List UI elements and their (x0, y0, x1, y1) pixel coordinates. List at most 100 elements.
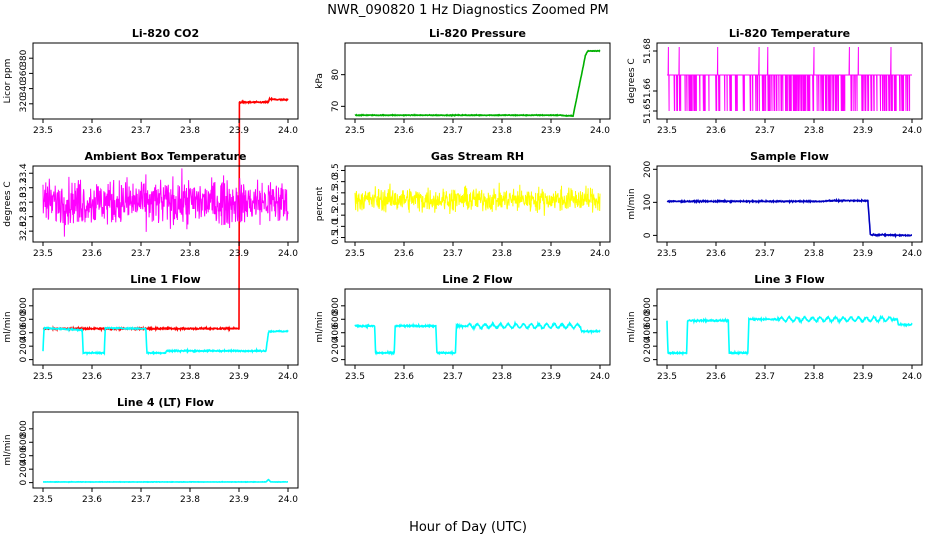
x-tick-label: 23.9 (853, 249, 873, 259)
y-tick-label: 0 (331, 356, 341, 362)
y-tick-label: 51.68 (643, 38, 653, 64)
y-tick-label: 320 (19, 95, 29, 112)
y-tick-label: 100 (643, 193, 653, 210)
y-tick-label: 600 (19, 433, 29, 450)
x-tick-label: 23.5 (345, 126, 365, 136)
panel-title: Sample Flow (750, 150, 829, 163)
series-line (354, 49, 601, 118)
y-tick-label: 600 (19, 310, 29, 327)
x-tick-label: 23.7 (443, 126, 463, 136)
x-tick-label: 23.9 (541, 249, 561, 259)
figure-title: NWR_090820 1 Hz Diagnostics Zoomed PM (327, 3, 609, 18)
x-tick-label: 23.9 (541, 126, 561, 136)
plot-frame (32, 288, 299, 366)
x-tick-label: 23.7 (755, 126, 775, 136)
plot-frame (32, 165, 299, 243)
series-line (42, 168, 289, 237)
x-tick-label: 23.8 (492, 126, 512, 136)
x-tick-label: 24.0 (278, 495, 298, 505)
y-axis-label: degrees C (3, 181, 13, 226)
y-tick-label: 0 (19, 356, 29, 362)
y-tick-label: 3.0 (331, 174, 341, 189)
panel-title: Ambient Box Temperature (85, 150, 247, 163)
x-tick-label: 24.0 (590, 126, 610, 136)
y-tick-label: 0 (643, 232, 653, 238)
x-tick-label: 23.7 (131, 249, 151, 259)
y-tick-label: 2.5 (331, 186, 341, 200)
y-tick-label: 2.0 (331, 197, 341, 212)
x-tick-label: 23.5 (345, 249, 365, 259)
y-tick-label: 32.8 (19, 206, 29, 226)
series-line (354, 320, 601, 356)
y-tick-label: 200 (331, 337, 341, 354)
x-tick-label: 23.6 (82, 372, 102, 382)
x-tick-label: 23.5 (33, 372, 53, 382)
panel-4: Ambient Box Temperature 23.5 23.6 23.7 23.8 2… (3, 150, 299, 259)
x-tick-label: 24.0 (278, 126, 298, 136)
y-tick-label: 1.5 (331, 208, 341, 222)
y-axis-label: degrees C (627, 58, 637, 103)
panel-2: Li-820 Pressure 23.5 23.6 23.7 23.8 23.9 24.0 7… (315, 27, 611, 136)
plot-frame (656, 288, 923, 366)
series-line (666, 314, 913, 357)
x-tick-label: 23.6 (394, 126, 414, 136)
y-tick-label: 32.6 (19, 221, 29, 241)
x-tick-label: 23.8 (804, 372, 824, 382)
plot-frame (656, 42, 923, 120)
x-tick-label: 23.9 (229, 126, 249, 136)
y-tick-label: 0 (643, 356, 653, 362)
y-tick-label: 51.66 (643, 78, 653, 104)
x-tick-label: 23.6 (706, 372, 726, 382)
x-tick-label: 24.0 (902, 372, 922, 382)
panel-7: Line 1 Flow 23.5 23.6 23.7 23.8 23.9 24.0 0 2004… (3, 273, 299, 382)
y-tick-label: 400 (331, 324, 341, 341)
panel-title: Line 1 Flow (130, 273, 200, 286)
x-tick-label: 23.6 (82, 249, 102, 259)
x-tick-label: 23.7 (131, 126, 151, 136)
x-tick-label: 24.0 (902, 126, 922, 136)
series-line (42, 326, 289, 357)
x-tick-label: 23.5 (657, 372, 677, 382)
y-axis-label: percent (315, 186, 325, 221)
x-tick-label: 23.6 (82, 126, 102, 136)
panel-title: Line 4 (LT) Flow (117, 396, 214, 409)
y-axis-label: ml/min (3, 311, 13, 342)
x-tick-label: 24.0 (278, 249, 298, 259)
x-tick-label: 24.0 (902, 249, 922, 259)
x-tick-label: 23.8 (180, 495, 200, 505)
y-tick-label: 360 (19, 65, 29, 82)
x-tick-label: 23.8 (804, 126, 824, 136)
y-tick-label: 70 (331, 100, 341, 112)
plot-frame (344, 288, 611, 366)
y-tick-label: 600 (331, 310, 341, 327)
y-tick-label: 33.4 (19, 163, 29, 183)
x-tick-label: 23.6 (394, 249, 414, 259)
panel-10: Line 4 (LT) Flow 23.5 23.6 23.7 23.8 23.9 24.0… (3, 396, 299, 505)
panel-title: Li-820 CO2 (132, 27, 199, 40)
x-tick-label: 23.8 (804, 249, 824, 259)
y-tick-label: 200 (643, 337, 653, 354)
y-tick-label: 200 (19, 460, 29, 477)
x-tick-label: 23.8 (492, 372, 512, 382)
plot-frame (32, 411, 299, 489)
panel-3: Li-820 Temperature 23.5 23.6 23.7 23.8 23.9 24… (627, 27, 923, 136)
y-tick-label: 51.65 (643, 98, 653, 124)
panel-5: Gas Stream RH 23.5 23.6 23.7 23.8 23.9 24.0 0.5… (315, 150, 611, 259)
y-tick-label: 33.2 (19, 178, 29, 198)
y-tick-label: 800 (643, 297, 653, 314)
panel-6: Sample Flow 23.5 23.6 23.7 23.8 23.9 24.0 0 100 2… (627, 150, 923, 259)
x-tick-label: 23.9 (853, 126, 873, 136)
y-tick-label: 200 (19, 337, 29, 354)
x-tick-label: 23.9 (229, 372, 249, 382)
x-tick-label: 23.8 (492, 249, 512, 259)
x-tick-label: 23.9 (229, 249, 249, 259)
x-tick-label: 24.0 (590, 249, 610, 259)
y-tick-label: 380 (19, 49, 29, 66)
series-line (354, 182, 601, 216)
panel-title: Gas Stream RH (431, 150, 524, 163)
x-tick-label: 23.6 (706, 126, 726, 136)
y-axis-label: Licor ppm (3, 59, 13, 104)
x-tick-label: 23.9 (229, 495, 249, 505)
x-tick-label: 23.7 (443, 372, 463, 382)
y-axis-label: kPa (315, 73, 325, 89)
